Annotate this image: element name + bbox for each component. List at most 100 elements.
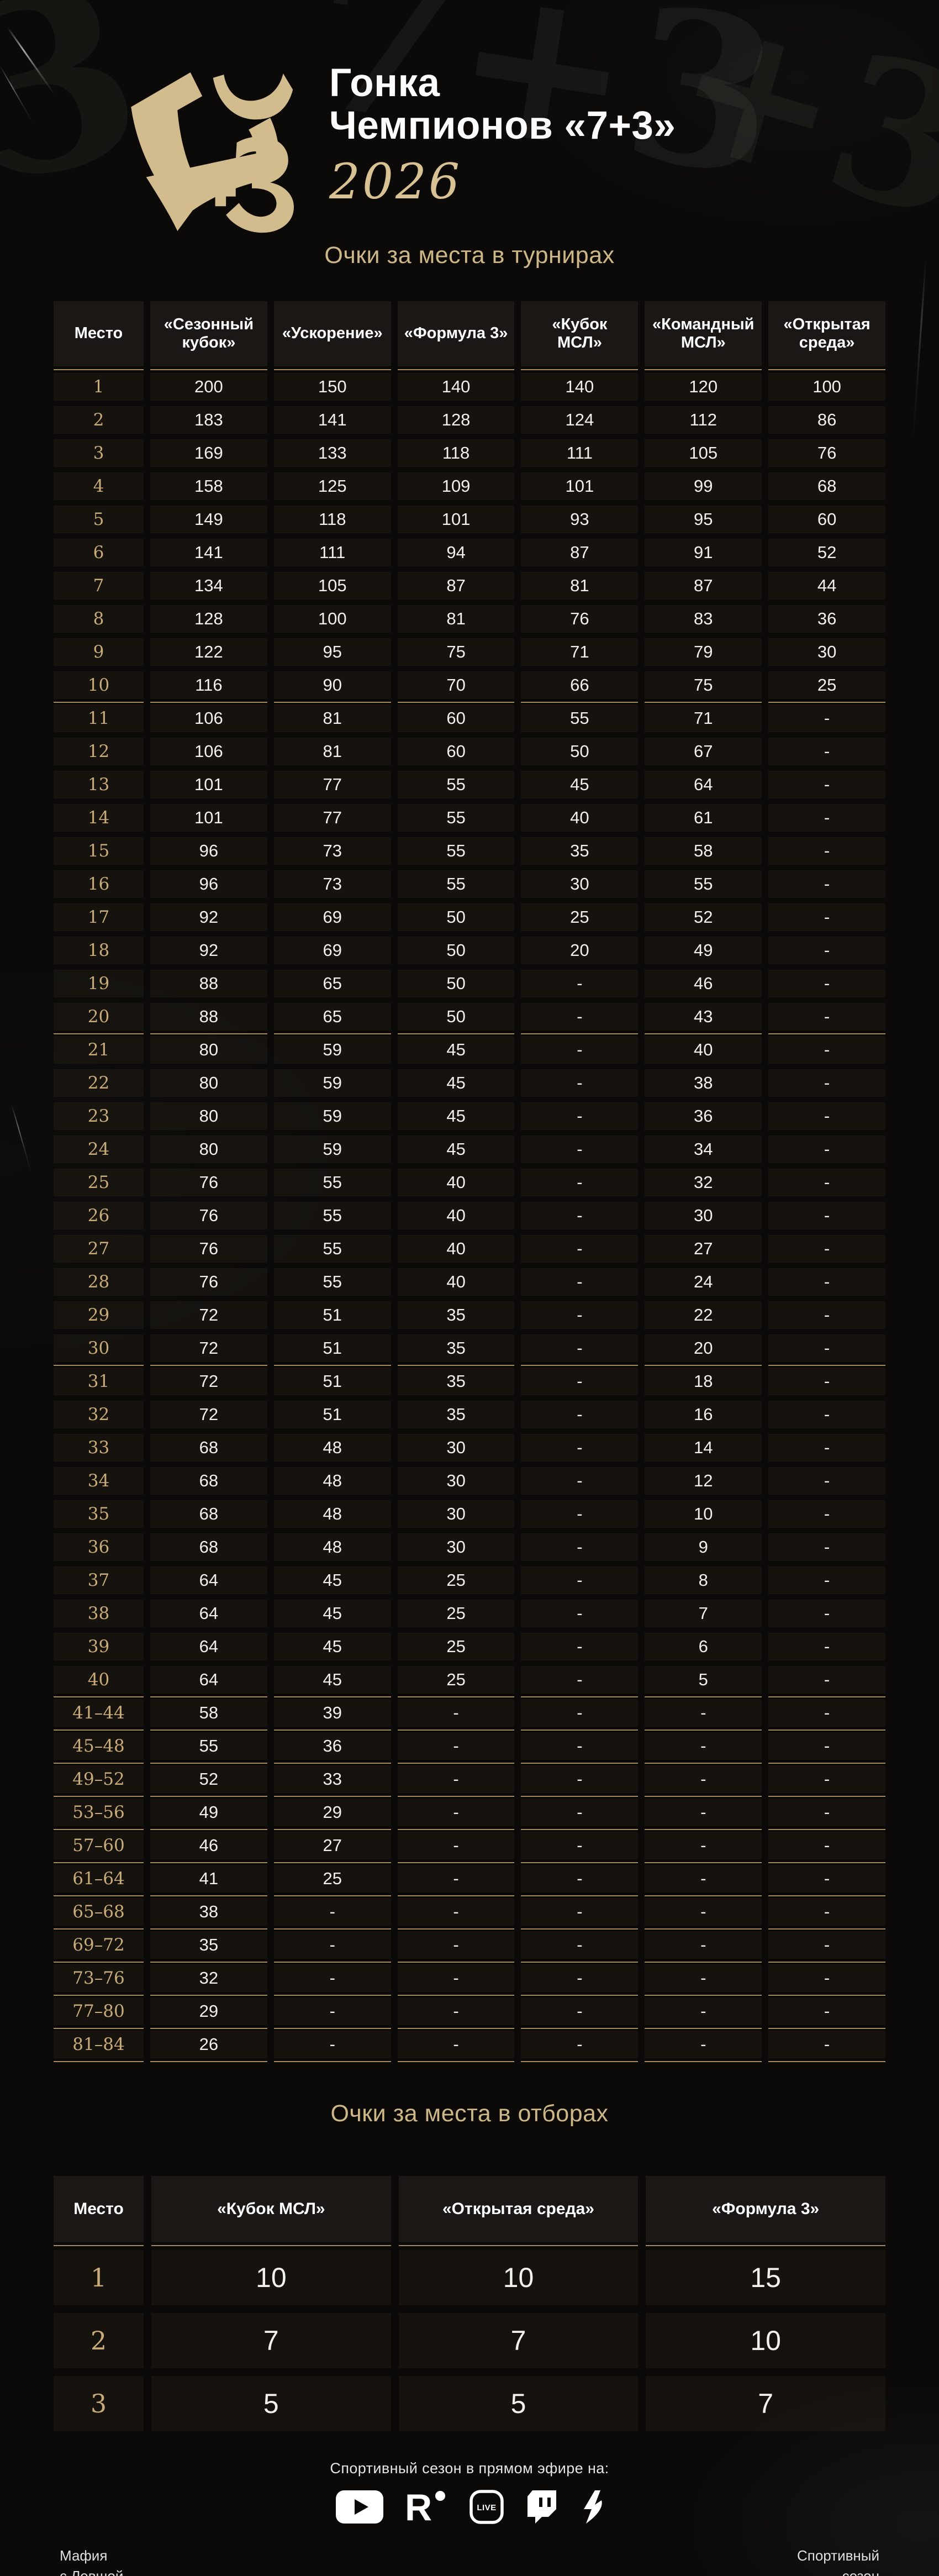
value-cell: 93	[521, 506, 639, 533]
value-cell: 30	[397, 1533, 515, 1561]
value-cell: 5	[151, 2376, 391, 2431]
value-cell: 55	[273, 1169, 391, 1196]
value-cell: 76	[521, 605, 639, 633]
value-cell: 95	[645, 506, 762, 533]
value-cell: -	[397, 1832, 515, 1863]
value-cell: -	[768, 1931, 885, 1963]
table-row: 26 76 55 40-30-	[54, 1202, 885, 1229]
value-cell: 25	[397, 1666, 515, 1697]
place-cell: 35	[54, 1500, 144, 1528]
value-cell: 32	[150, 1964, 267, 1996]
event-title-line1: Гонка	[329, 61, 440, 105]
value-cell: -	[768, 1169, 885, 1196]
place-cell: 13	[54, 771, 144, 798]
value-cell: 100	[273, 605, 391, 633]
table-row: 39 64 45 25-6-	[54, 1633, 885, 1660]
table-row: 12 106 81 60 50 67-	[54, 738, 885, 765]
value-cell: 91	[645, 539, 762, 566]
place-cell: 18	[54, 937, 144, 964]
value-cell: -	[645, 1931, 762, 1963]
table-row: 7 134 105 87 81 87 44	[54, 572, 885, 600]
value-cell: 38	[645, 1069, 762, 1097]
value-cell: 7	[398, 2313, 639, 2368]
place-cell: 8	[54, 605, 144, 633]
place-cell: 17	[54, 903, 144, 931]
table-row: 38 64 45 25-7-	[54, 1600, 885, 1627]
value-cell: -	[521, 1566, 639, 1594]
value-cell: 61	[645, 804, 762, 832]
value-cell: 10	[151, 2250, 391, 2305]
value-cell: 55	[397, 804, 515, 832]
value-cell: 50	[521, 738, 639, 765]
table-row: 57–60 46 27- - - -	[54, 1832, 885, 1863]
value-cell: 96	[150, 837, 267, 865]
place-cell: 19	[54, 970, 144, 997]
value-cell: -	[521, 1765, 639, 1797]
value-cell: 88	[150, 1003, 267, 1034]
value-cell: 70	[397, 671, 515, 703]
table-row: 8 128 100 81 76 83 36	[54, 605, 885, 633]
value-cell: -	[521, 1467, 639, 1495]
value-cell: 58	[645, 837, 762, 865]
column-header: «Формула 3»	[397, 301, 515, 370]
value-cell: 81	[273, 705, 391, 732]
place-cell: 53–56	[54, 1799, 144, 1830]
value-cell: 64	[150, 1666, 267, 1697]
value-cell: 35	[397, 1334, 515, 1366]
value-cell: 49	[150, 1799, 267, 1830]
place-cell: 5	[54, 506, 144, 533]
value-cell: -	[768, 1202, 885, 1229]
place-cell: 10	[54, 671, 144, 703]
table-row: 36 68 48 30-9-	[54, 1533, 885, 1561]
value-cell: 183	[150, 406, 267, 434]
value-cell: -	[273, 1931, 391, 1963]
twitch-icon	[525, 2489, 558, 2525]
youtube-icon	[335, 2490, 384, 2524]
value-cell: 68	[768, 472, 885, 500]
value-cell: 95	[273, 638, 391, 666]
value-cell: 69	[273, 937, 391, 964]
value-cell: 150	[273, 373, 391, 401]
place-cell: 24	[54, 1135, 144, 1163]
value-cell: 46	[645, 970, 762, 997]
value-cell: 100	[768, 373, 885, 401]
value-cell: 45	[397, 1102, 515, 1130]
place-cell: 12	[54, 738, 144, 765]
value-cell: 140	[397, 373, 515, 401]
place-cell: 26	[54, 1202, 144, 1229]
table-row: 31 72 51 35-18-	[54, 1368, 885, 1395]
value-cell: 7	[646, 2376, 885, 2431]
value-cell: 80	[150, 1069, 267, 1097]
place-cell: 14	[54, 804, 144, 832]
value-cell: 40	[397, 1235, 515, 1263]
value-cell: -	[768, 1732, 885, 1764]
qualifier-points-table: Место «Кубок МСЛ» «Открытая среда» «Формула…	[54, 2176, 885, 2431]
place-cell: 31	[54, 1368, 144, 1395]
left-credit-line1: Мафия	[60, 2547, 108, 2564]
value-cell: 49	[645, 937, 762, 964]
table-row: 15 96 73 55 35 58-	[54, 837, 885, 865]
platform-icons: R LIVE	[0, 2489, 939, 2525]
value-cell: 87	[397, 572, 515, 600]
value-cell: 141	[273, 406, 391, 434]
value-cell: -	[768, 1633, 885, 1660]
value-cell: 55	[397, 870, 515, 898]
value-cell: -	[397, 1865, 515, 1896]
value-cell: -	[645, 2031, 762, 2062]
value-cell: -	[273, 2031, 391, 2062]
table-row: 1 10 10 15	[54, 2250, 885, 2305]
value-cell: 40	[397, 1169, 515, 1196]
value-cell: 51	[273, 1334, 391, 1366]
value-cell: 55	[397, 837, 515, 865]
table-row: 35 68 48 30-10-	[54, 1500, 885, 1528]
place-cell: 37	[54, 1566, 144, 1594]
value-cell: 52	[645, 903, 762, 931]
poster-header: Гонка Чемпионов «7+3» 2026	[0, 0, 939, 234]
value-cell: 45	[397, 1069, 515, 1097]
value-cell: 10	[398, 2250, 639, 2305]
value-cell: -	[768, 1368, 885, 1395]
value-cell: 81	[273, 738, 391, 765]
value-cell: 68	[150, 1467, 267, 1495]
value-cell: 69	[273, 903, 391, 931]
